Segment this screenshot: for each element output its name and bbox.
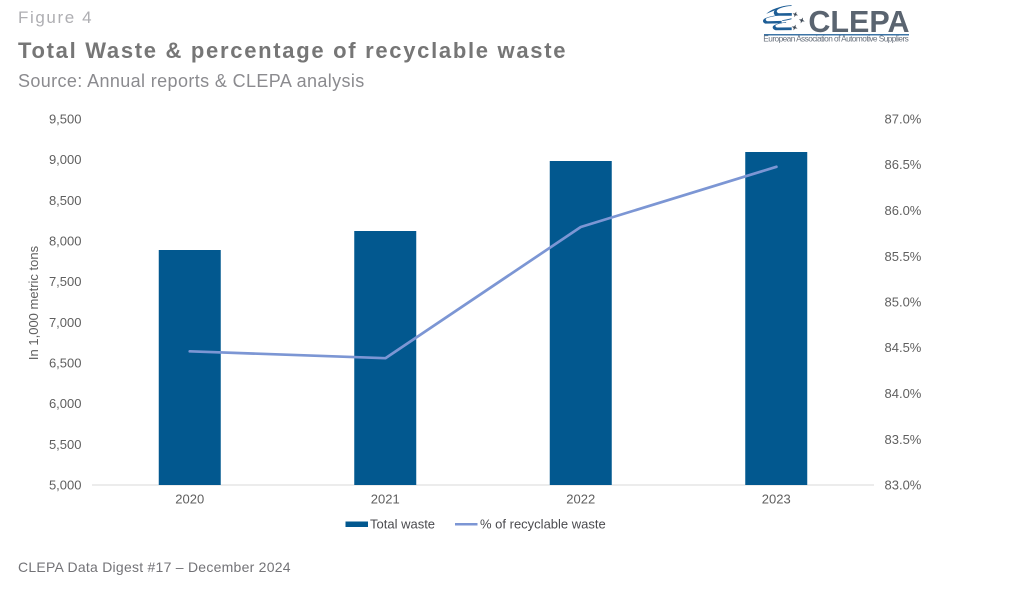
svg-text:5,500: 5,500	[49, 437, 82, 452]
svg-text:8,000: 8,000	[49, 234, 82, 249]
svg-text:European Association of Automo: European Association of Automotive Suppl…	[763, 33, 909, 43]
svg-text:83.5%: 83.5%	[885, 432, 922, 447]
svg-text:84.0%: 84.0%	[885, 386, 922, 401]
svg-text:9,000: 9,000	[49, 152, 82, 167]
svg-text:7,500: 7,500	[49, 274, 82, 289]
svg-text:83.0%: 83.0%	[885, 478, 922, 493]
svg-text:84.5%: 84.5%	[885, 340, 922, 355]
svg-text:86.0%: 86.0%	[885, 203, 922, 218]
svg-text:7,000: 7,000	[49, 315, 82, 330]
svg-text:% of recyclable waste: % of recyclable waste	[480, 517, 606, 532]
svg-text:In 1,000 metric tons: In 1,000 metric tons	[26, 245, 41, 360]
svg-text:85.5%: 85.5%	[885, 249, 922, 264]
svg-text:9,500: 9,500	[49, 112, 82, 127]
svg-text:6,500: 6,500	[49, 356, 82, 371]
svg-text:2022: 2022	[566, 492, 595, 507]
svg-text:5,000: 5,000	[49, 478, 82, 493]
svg-text:87.0%: 87.0%	[885, 112, 922, 127]
svg-text:8,500: 8,500	[49, 193, 82, 208]
svg-text:2020: 2020	[175, 492, 204, 507]
svg-text:2023: 2023	[762, 492, 791, 507]
svg-text:85.0%: 85.0%	[885, 295, 922, 310]
svg-text:86.5%: 86.5%	[885, 157, 922, 172]
svg-text:CLEPA: CLEPA	[808, 5, 909, 39]
svg-text:6,000: 6,000	[49, 396, 82, 411]
svg-text:2021: 2021	[371, 492, 400, 507]
svg-text:Total waste: Total waste	[370, 517, 435, 532]
